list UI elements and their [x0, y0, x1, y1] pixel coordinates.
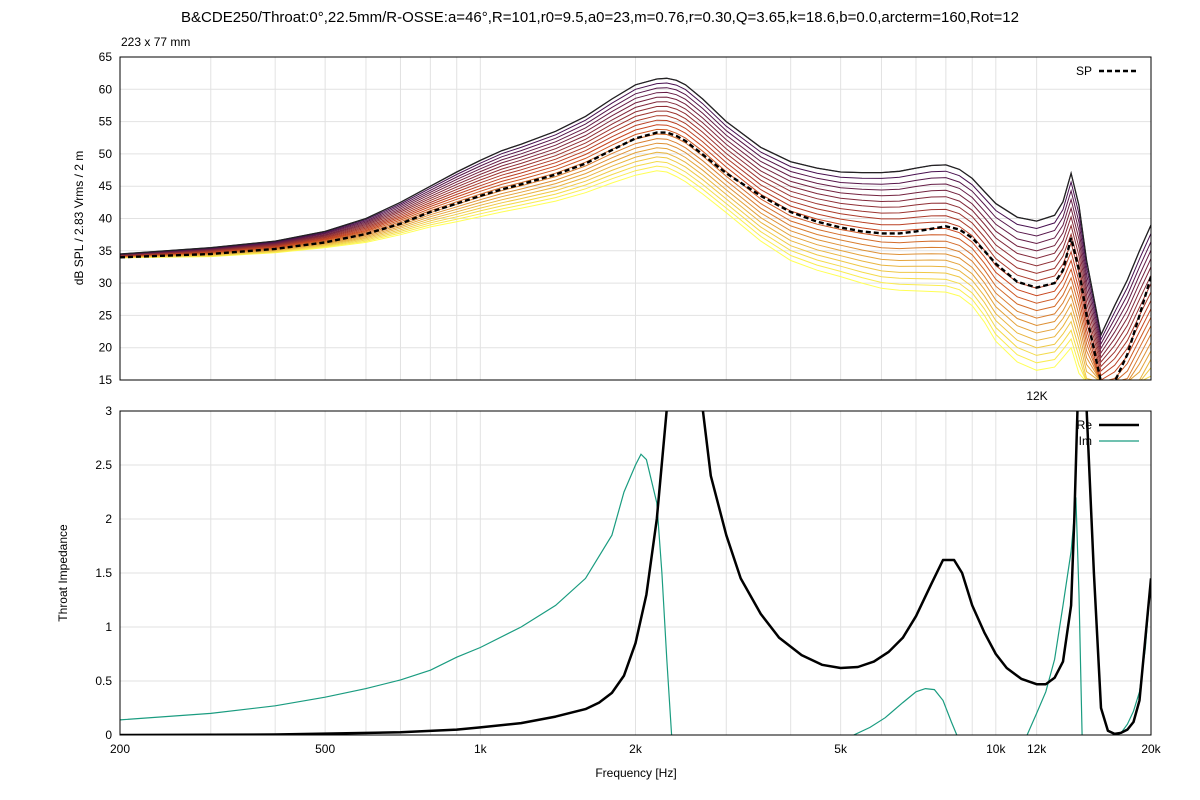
spl-curve: [120, 91, 1151, 350]
spl-x-tick-label: 12K: [1026, 389, 1047, 403]
y-tick-label: 55: [99, 115, 113, 129]
y-tick-label: 25: [99, 308, 113, 322]
spl-curve: [120, 101, 1151, 359]
spl-curve: [120, 119, 1151, 377]
spl-legend: SP: [1076, 64, 1139, 78]
x-tick-label: 12k: [1027, 742, 1047, 756]
spl-curves: [120, 77, 1151, 380]
impedance-y-axis-label: Throat Impedance: [56, 524, 70, 622]
y-tick-label: 60: [99, 82, 113, 96]
spl-curve: [120, 170, 1086, 380]
spl-curve: [120, 96, 1151, 355]
spl-curve: [120, 138, 1151, 380]
y-tick-label: 15: [99, 373, 113, 387]
spl-curve: [120, 156, 1151, 380]
spl-curve: [120, 110, 1151, 368]
y-tick-label: 65: [99, 50, 113, 64]
legend-label-re: Re: [1077, 418, 1093, 432]
spl-plot: 15 20 25 30 35 40 45 50 55 60 65 12K dB SPL / 2.83…: [72, 50, 1152, 403]
y-tick-label: 20: [99, 341, 113, 355]
y-tick-label: 2.5: [95, 458, 112, 472]
spl-curve: [120, 142, 1151, 380]
x-tick-label: 2k: [629, 742, 643, 756]
x-tick-label: 5k: [834, 742, 848, 756]
spl-curve: [120, 105, 1151, 363]
y-tick-label: 50: [99, 147, 113, 161]
spl-frame: [119, 56, 1152, 381]
spl-y-axis-label: dB SPL / 2.83 Vrms / 2 m: [72, 151, 86, 286]
spl-curve: [120, 133, 1151, 380]
impedance-x-ticks: 200 500 1k 2k 5k 10k 12k 20k: [110, 742, 1162, 756]
impedance-curves: [120, 411, 1151, 735]
spl-curve: [120, 124, 1151, 380]
impedance-plot: 0 0.5 1 1.5 2 2.5 3 200 500 1k 2k 5k 10k 12k 20k Thro…: [56, 404, 1162, 780]
spl-curve: [120, 160, 1151, 380]
spl-curve: [120, 147, 1151, 380]
y-tick-label: 1.5: [95, 566, 112, 580]
x-tick-label: 500: [315, 742, 335, 756]
legend-label-im: Im: [1079, 434, 1092, 448]
chart-subtitle: 223 x 77 mm: [121, 35, 190, 49]
legend-label-sp: SP: [1076, 64, 1092, 78]
spl-curve-top: [120, 77, 1151, 337]
x-tick-label: 200: [110, 742, 130, 756]
series-im-line: [120, 453, 673, 735]
y-tick-label: 2: [105, 512, 112, 526]
y-tick-label: 3: [105, 404, 112, 418]
x-tick-label: 20k: [1141, 742, 1161, 756]
x-axis-label: Frequency [Hz]: [595, 766, 676, 780]
y-tick-label: 0.5: [95, 674, 112, 688]
y-tick-label: 35: [99, 244, 113, 258]
series-re-line: [120, 411, 1151, 735]
spl-curve: [120, 151, 1151, 380]
impedance-legend: Re Im: [1077, 418, 1139, 448]
series-im-line: [853, 687, 958, 735]
y-tick-label: 45: [99, 179, 113, 193]
chart-title: B&CDE250/Throat:0°,22.5mm/R-OSSE:a=46°,R…: [181, 9, 1019, 26]
series-im-line: [1026, 497, 1083, 735]
y-tick-label: 1: [105, 620, 112, 634]
spl-curve: [120, 87, 1151, 346]
spl-curve: [120, 128, 1151, 380]
spl-curve: [120, 82, 1151, 341]
y-tick-label: 30: [99, 276, 113, 290]
spl-curve: [120, 165, 1087, 380]
y-tick-label: 40: [99, 212, 113, 226]
y-tick-label: 0: [105, 728, 112, 742]
impedance-y-ticks: 0 0.5 1 1.5 2 2.5 3: [95, 404, 112, 742]
impedance-frame: [119, 410, 1152, 736]
x-tick-label: 1k: [474, 742, 488, 756]
spl-y-ticks: 15 20 25 30 35 40 45 50 55 60 65: [99, 50, 113, 387]
x-tick-label: 10k: [986, 742, 1006, 756]
